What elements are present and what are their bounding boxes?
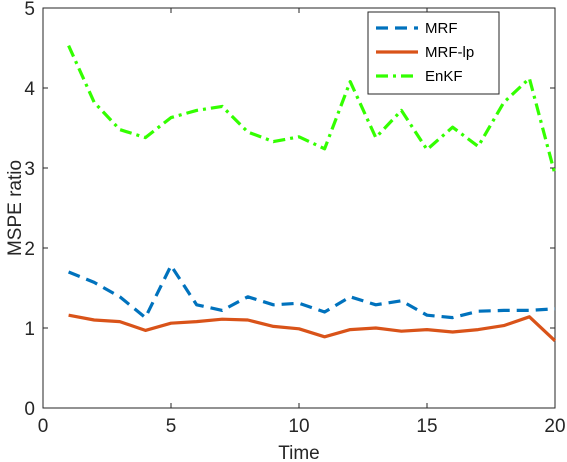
legend-label: MRF-lp	[425, 44, 474, 61]
series-line-mrf	[67, 264, 556, 320]
x-axis-label: Time	[278, 443, 320, 462]
series-line-enkf	[67, 44, 557, 175]
x-tick-label: 15	[416, 416, 437, 437]
series-lines	[67, 44, 557, 342]
x-tick-label: 20	[544, 416, 565, 437]
x-tick-label: 5	[166, 416, 177, 437]
series-line-mrf-lp	[68, 313, 557, 342]
x-tick-label: 0	[38, 416, 49, 437]
legend-label: MRF	[425, 20, 458, 37]
tick-labels: 0 5 10 15 20 0 1 2 3 4 5	[24, 0, 565, 437]
y-axis-label: MSPE ratio	[5, 160, 26, 256]
y-tick-label: 5	[24, 0, 35, 20]
axis-ticks	[42, 7, 556, 409]
y-tick-label: 2	[24, 239, 35, 260]
y-tick-label: 0	[24, 399, 35, 420]
y-tick-label: 3	[24, 159, 35, 180]
legend: MRF MRF-lp EnKF	[367, 11, 500, 95]
legend-label: EnKF	[425, 68, 463, 85]
y-tick-label: 1	[24, 319, 35, 340]
y-tick-label: 4	[24, 79, 35, 100]
x-tick-label: 10	[288, 416, 309, 437]
